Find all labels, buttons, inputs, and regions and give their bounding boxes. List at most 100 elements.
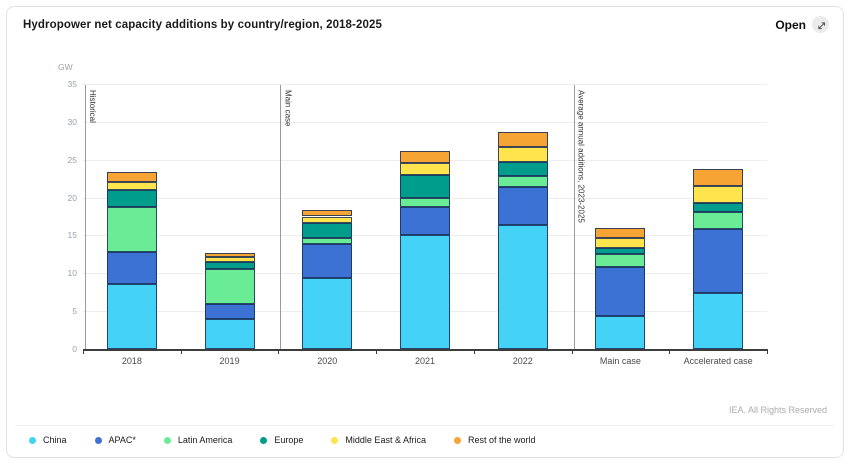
bar-segment[interactable] [400,174,450,198]
legend-item[interactable]: Latin America [163,435,232,445]
legend-swatch [29,436,36,444]
open-button-label: Open [775,17,806,32]
bar-segment[interactable] [693,186,744,203]
legend-item[interactable]: Middle East & Africa [331,435,426,445]
y-tick-label: 35 [67,79,77,89]
x-tick-label: 2018 [121,356,142,366]
legend-label: Europe [274,435,304,445]
legend-label: APAC* [108,435,136,445]
bar-segment[interactable] [302,216,353,224]
x-axis-tick [571,349,573,354]
x-axis-tick [278,349,280,354]
bar-segment[interactable] [106,182,157,190]
x-axis-tick [180,349,182,354]
legend-swatch [94,436,102,444]
copyright-text: IEA. All Rights Reserved [728,405,827,415]
y-tick-label: 25 [67,154,77,165]
bar-segment[interactable] [693,211,744,230]
bar-segment[interactable] [497,131,548,147]
bar-segment[interactable] [693,168,744,187]
gridline [83,121,767,123]
bar-segment[interactable] [204,319,255,349]
expand-icon [812,16,829,33]
bar-segment[interactable] [302,210,353,217]
category-separator [85,85,86,349]
x-tick-label: Accelerated case [683,356,753,366]
y-tick-label: 15 [67,230,77,241]
x-axis-tick [473,349,475,354]
chart-title: Hydropower net capacity additions by cou… [23,19,382,31]
x-tick-label: 2021 [414,356,436,366]
category-separator [573,85,575,349]
bar-segment[interactable] [106,171,157,183]
bar-segment[interactable] [204,304,255,320]
y-tick-label: 0 [72,344,77,354]
bar-segment[interactable] [400,150,450,163]
x-axis-tick [669,349,671,354]
legend-item[interactable]: China [29,435,67,445]
bar-segment[interactable] [106,252,157,284]
bar-segment[interactable] [595,227,646,238]
bar-segment[interactable] [497,146,548,162]
y-tick-label: 20 [67,192,77,203]
x-axis-tick [83,349,84,354]
bar-segment[interactable] [693,292,744,349]
category-separator [280,85,282,349]
gridline [83,84,767,85]
x-tick-label: 2022 [512,356,533,366]
bar-segment[interactable] [400,206,450,235]
legend-swatch [260,436,268,444]
bar-segment[interactable] [302,237,353,244]
bar-segment[interactable] [204,268,255,305]
bar-segment[interactable] [497,224,548,349]
bar-segment[interactable] [595,254,646,268]
legend-swatch [163,436,171,444]
legend-item[interactable]: Rest of the world [453,435,536,445]
bar-segment[interactable] [302,277,353,349]
x-axis-tick [376,349,378,354]
bar-segment[interactable] [400,234,450,349]
bar-segment[interactable] [400,162,450,175]
bar-segment[interactable] [497,186,548,225]
x-tick-label: 2020 [317,356,338,366]
bar-segment[interactable] [302,223,353,238]
legend-swatch [453,436,461,444]
bar-segment[interactable] [693,202,744,212]
y-axis-unit-label: GW [58,62,73,72]
bar-segment[interactable] [497,161,548,177]
bar-segment[interactable] [497,176,548,187]
legend-item[interactable]: Europe [260,435,303,445]
bar-segment[interactable] [204,252,255,258]
x-axis-tick [767,349,768,354]
separator-label: Average annual additions, 2023-2025 [576,90,586,223]
x-axis [83,349,767,351]
y-tick-label: 5 [72,306,77,317]
legend-item[interactable]: APAC* [94,435,136,445]
separator-label: Main case [283,90,293,127]
x-tick-label: 2019 [219,356,240,366]
y-tick-label: 10 [67,268,77,279]
bar-segment[interactable] [204,261,255,269]
bar-segment[interactable] [106,190,157,208]
chart-card: Hydropower net capacity additions by cou… [6,6,844,458]
bar-segment[interactable] [595,237,646,249]
x-tick-label: Main case [599,356,641,366]
y-tick-label: 30 [67,116,77,127]
legend-swatch [331,436,339,444]
bar-segment[interactable] [595,267,646,316]
separator-label: Historical [88,90,97,123]
open-button[interactable]: Open [775,16,829,33]
legend-divider [15,425,835,426]
bar-segment[interactable] [106,207,157,253]
bar-segment[interactable] [302,243,353,278]
bar-segment[interactable] [693,229,744,293]
legend-label: Rest of the world [467,435,536,445]
bar-segment[interactable] [106,283,157,349]
bar-segment[interactable] [204,257,255,262]
stacked-bar-chart: GW 0 5 10 15 20 25 30 35 2018 2019 2020 2021 2022 Main… [7,7,843,457]
bar-segment[interactable] [595,248,646,255]
legend-label: China [43,435,67,445]
bar-segment[interactable] [595,315,646,349]
legend-label: Middle East & Africa [345,435,426,445]
bar-segment[interactable] [400,197,450,207]
